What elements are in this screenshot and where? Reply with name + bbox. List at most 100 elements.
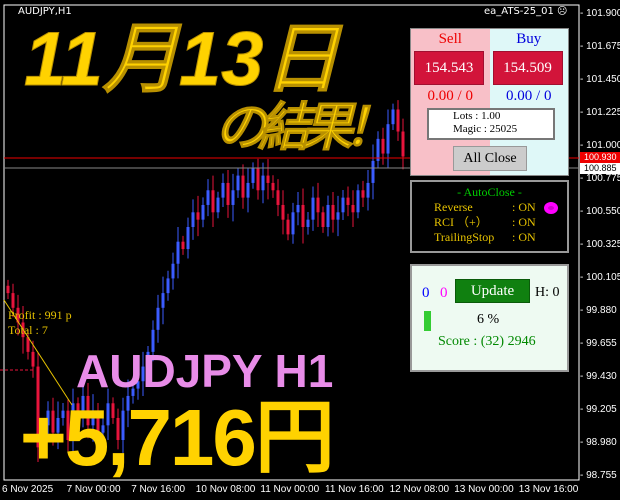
candle-body [66,410,70,441]
candle-body [376,138,380,161]
candle-body [351,204,355,213]
candle-body [116,417,120,441]
all-close-button[interactable]: All Close [453,146,527,171]
candle-body [311,197,315,220]
candle-body [221,182,225,198]
candle-body [96,410,100,433]
candle-body [26,337,30,352]
price-tick: - 101.900 [580,8,620,19]
candle-body [131,388,135,396]
amount-overlay: +5,716円 [20,393,335,482]
autoclose-values: : ON : ON : ON [512,200,536,245]
price-tick: - 100.325 [580,239,620,250]
time-tick: 11 Nov 00:00 [260,484,320,495]
time-tick: 13 Nov 16:00 [518,484,579,495]
autoclose-title: - AutoClose - [457,185,522,199]
sell-position: 0.00 / 0 [427,88,473,104]
trend-line [3,299,73,406]
h-label: H: 0 [535,285,560,300]
candle-body [336,212,340,220]
price-tick: - 101.225 [580,107,620,118]
candle-body [236,175,240,191]
candle-body [256,168,260,191]
profit-text: Profit : 991 p [8,308,72,322]
time-tick: 7 Nov 00:00 [66,484,121,495]
time-tick: 10 Nov 08:00 [195,484,256,495]
time-tick: 13 Nov 00:00 [454,484,514,495]
candle-body [321,212,325,228]
candle-body [151,329,155,352]
candle-body [81,395,85,418]
candle-body [136,381,140,389]
date-overlay: 11月13日 [23,17,340,102]
sad-face-icon: ☹ [553,6,568,17]
chart-frame [3,4,580,481]
candle-body [191,212,195,228]
time-tick: 7 Nov 16:00 [131,484,186,495]
candle-body [301,204,305,228]
candle-body [121,410,125,441]
candle-body [101,425,105,433]
candle-body [226,182,230,205]
pair-overlay: AUDJPY H1 [76,345,334,397]
candle-body [71,403,75,441]
progress-text: 6 % [477,312,500,327]
candle-body [176,241,180,264]
candle-body [46,410,50,426]
magic-value: Magic : 25025 [453,123,518,135]
price-tick: - 101.675 [580,41,620,52]
candle-body [196,212,200,220]
status-panel: 0 0 Update H: 0 6 % Score : (32) 2946 [410,264,569,372]
price-tick: - 99.655 [580,338,617,349]
candle-body [41,425,45,448]
trailingstop-value[interactable]: : ON [512,230,536,244]
price-tick: - 100.105 [580,272,620,283]
candle-body [316,197,320,213]
candle-body [391,109,395,125]
candle-body [76,403,80,418]
reverse-label: Reverse [434,200,473,214]
candle-body [396,109,400,132]
candle-body [216,197,220,213]
update-button[interactable]: Update [455,279,530,303]
candle-body [371,160,375,183]
candle-body [31,351,35,367]
ea-label: ea_ATS-25_01 ☹ [484,6,567,17]
candle-body [126,395,130,411]
result-overlay: の結果！ [214,99,396,157]
autoclose-panel: - AutoClose - Reverse RCI （+） TrailingSt… [410,180,569,253]
candle-body [286,219,290,235]
candle-body [401,131,405,157]
candle-body [56,417,60,433]
sell-label: Sell [438,31,462,47]
candle-body [246,182,250,198]
candle-body [171,263,175,279]
bid-price-label: 100.930 [584,152,617,162]
bid-price-tag [580,152,620,163]
candle-body [61,410,65,418]
buy-button[interactable]: 154.509 [492,51,563,85]
candle-body [281,204,285,220]
time-tick: 11 Nov 16:00 [325,484,384,495]
price-tick: - 99.430 [580,371,617,382]
candle-body [181,241,185,250]
reverse-value[interactable]: : ON [512,200,536,214]
sell-button[interactable]: 154.543 [414,51,484,85]
lots-value: Lots : 1.00 [453,110,501,122]
time-tick: 6 Nov 2025 [2,484,54,495]
candle-body [366,182,370,198]
candle-body [381,138,385,154]
candle-body [91,410,95,426]
candle-body [241,175,245,198]
rci-value[interactable]: : ON [512,215,536,229]
score-text: Score : (32) 2946 [438,334,536,349]
candle-body [361,190,365,198]
candle-body [296,204,300,213]
price-tick: - 98.755 [580,470,617,481]
candle-body [206,190,210,205]
rci-label: RCI （+） [434,215,488,229]
candle-body [186,227,190,250]
ask-price-label: 100.885 [584,163,617,173]
ea-name: ea_ATS-25_01 [484,6,554,17]
